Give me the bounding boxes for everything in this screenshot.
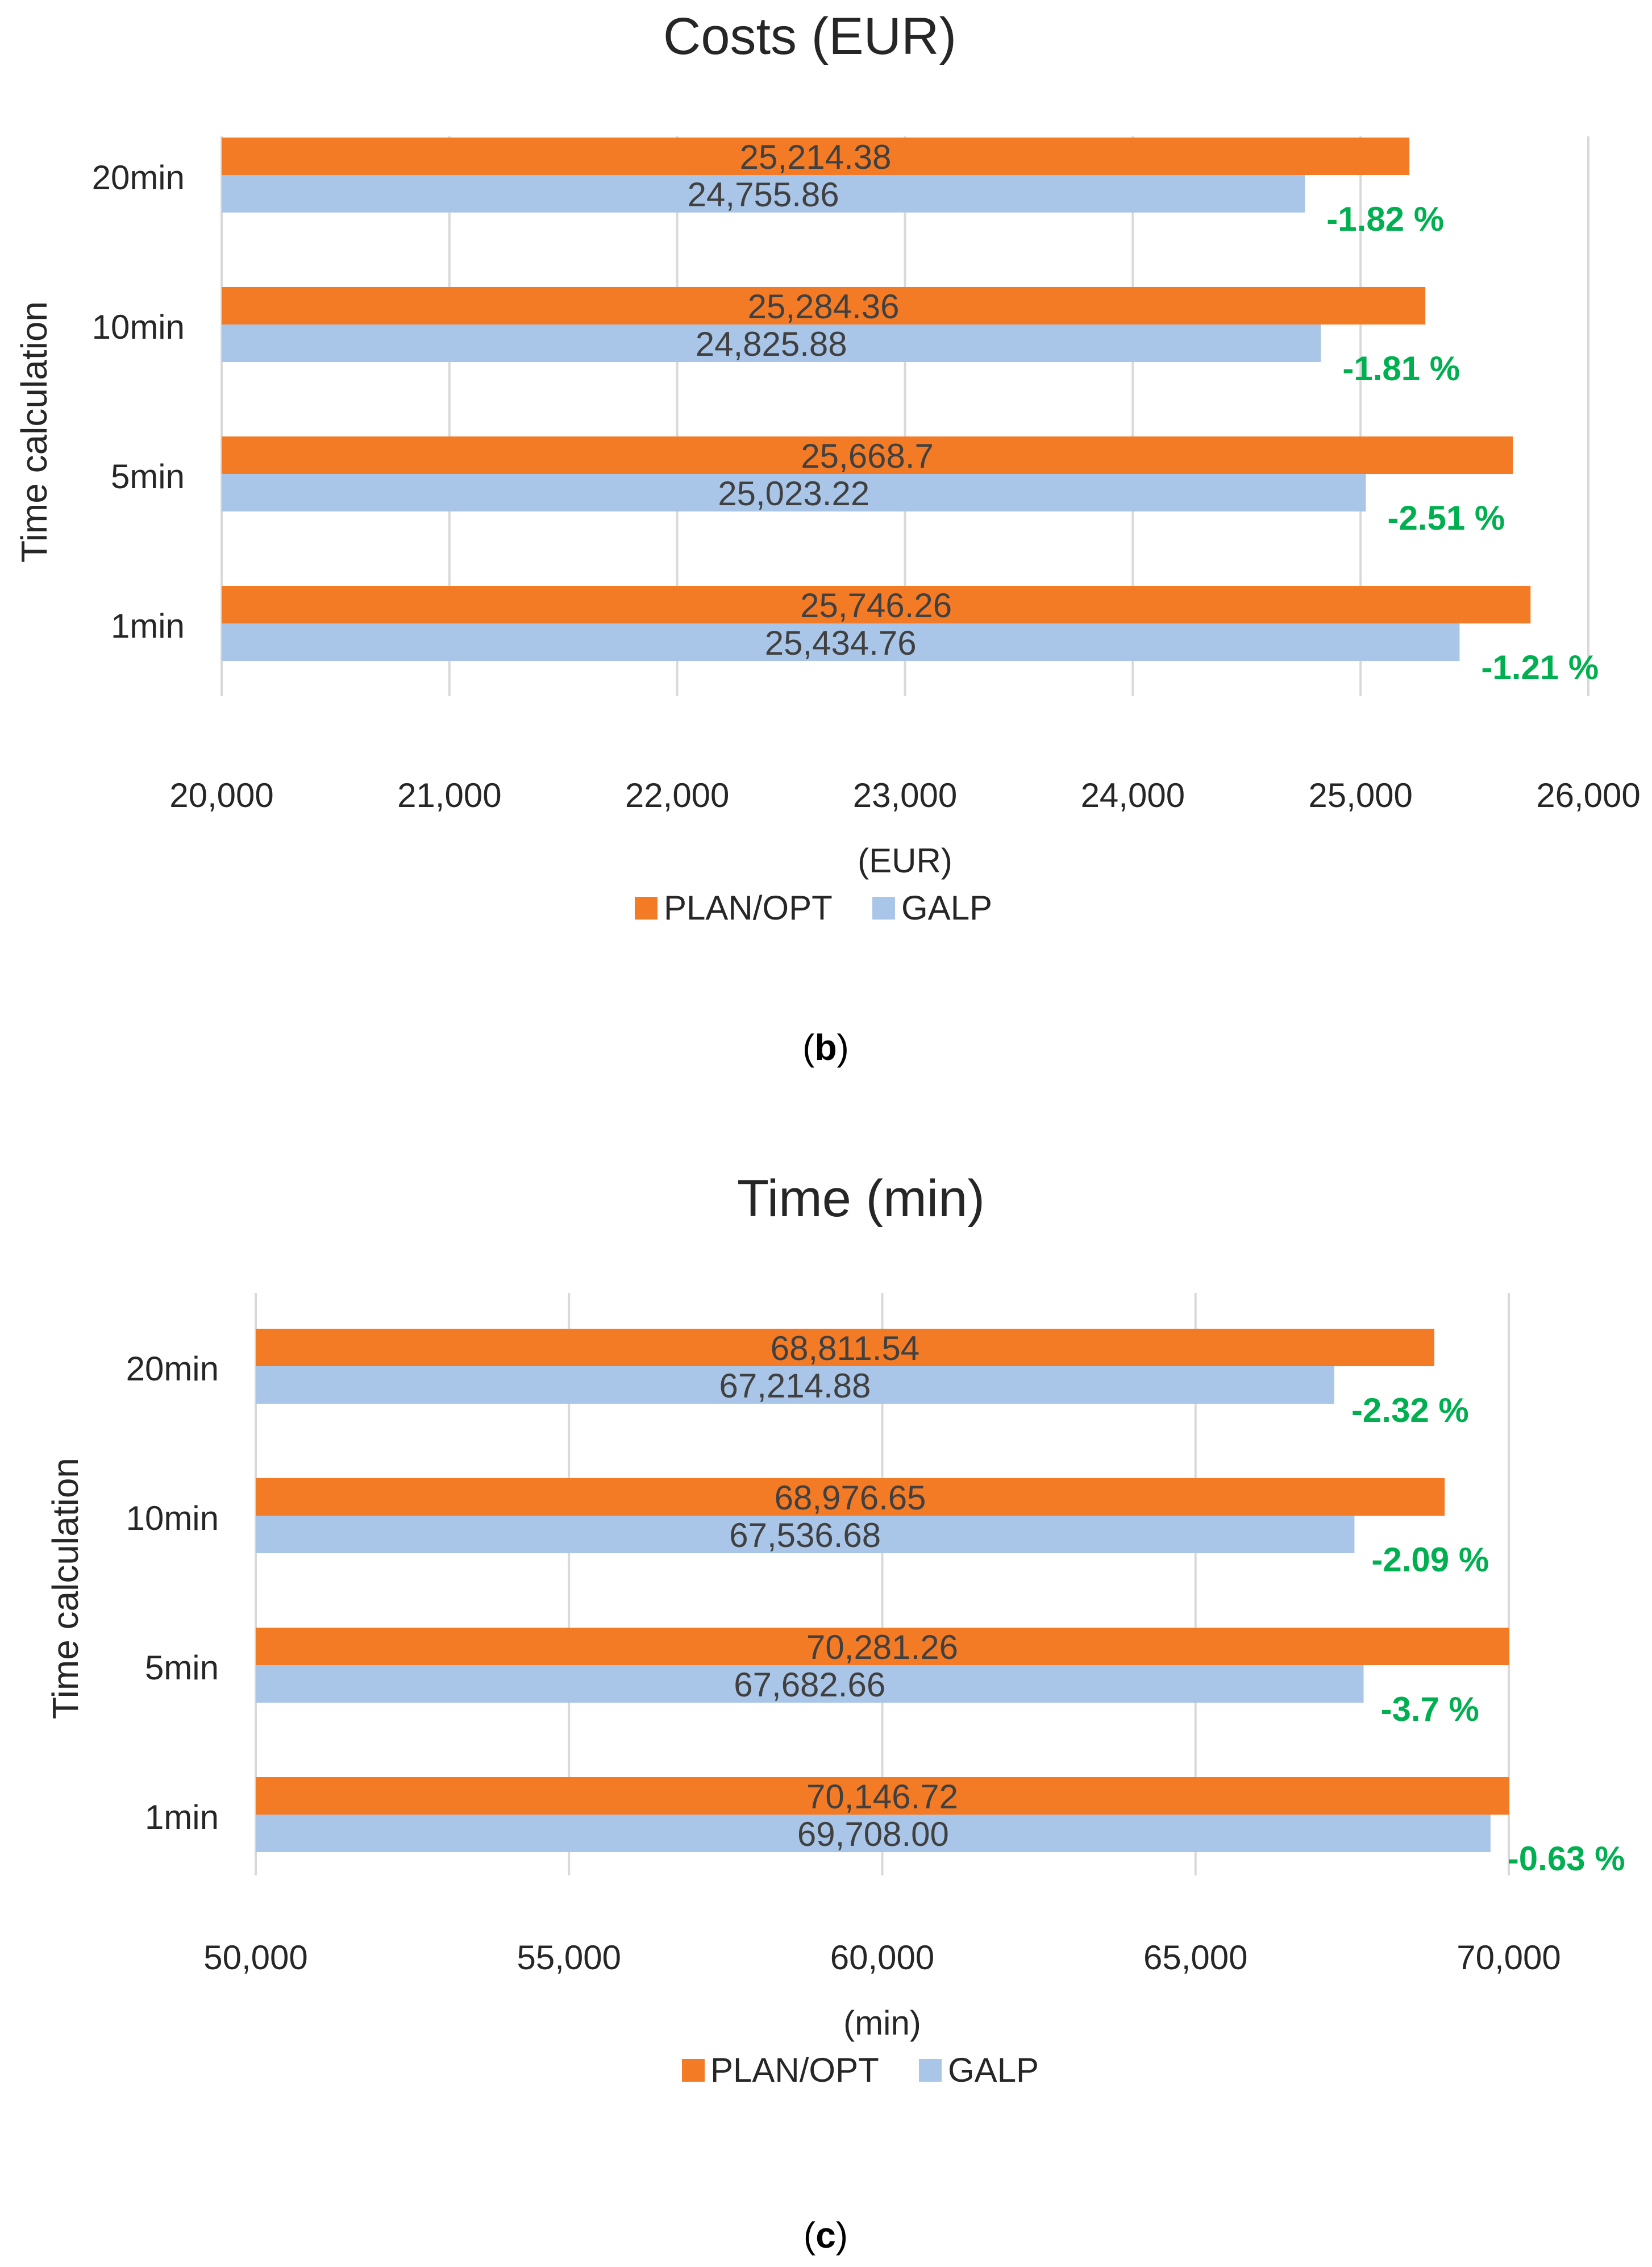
bar-plan-opt [256,1478,1445,1516]
difference-annotation: -1.82 % [1326,200,1444,238]
data-label-galp: 24,755.86 [688,176,839,214]
data-label-plan-opt: 68,976.65 [775,1479,926,1517]
chart-title: Time (min) [737,1170,985,1228]
x-tick-label: 21,000 [397,776,502,814]
bar-galp [256,1815,1491,1852]
difference-annotation: -2.32 % [1351,1391,1469,1429]
y-axis-label: Time calculation [45,1458,86,1719]
panel-label: (c) [804,2215,848,2256]
legend-label-plan-opt: PLAN/OPT [664,889,833,927]
difference-annotation: -1.81 % [1342,350,1460,388]
legend-label-plan-opt: PLAN/OPT [710,2051,879,2089]
y-category-label: 20min [92,159,185,197]
panel-time-chart: Time (min) 50,000 55,000 60,000 65,000 70,000… [45,1170,1625,2256]
x-axis-label: (EUR) [858,842,952,880]
data-label-plan-opt: 25,214.38 [740,138,892,176]
legend-label-galp: GALP [901,889,992,927]
y-category-label: 10min [92,308,185,346]
panel-label-open-paren: ( [804,2215,815,2256]
data-label-plan-opt: 25,284.36 [748,288,900,326]
difference-annotation: -2.51 % [1387,499,1505,537]
x-tick-label: 20,000 [169,776,274,814]
x-tick-label: 70,000 [1457,1939,1561,1977]
y-category-label: 1min [111,607,185,645]
legend-swatch-plan-opt [635,897,658,920]
y-category-label: 1min [145,1798,219,1836]
x-tick-label: 65,000 [1143,1939,1248,1977]
panel-label-close-paren: ) [837,1027,849,1068]
x-tick-label: 60,000 [830,1939,935,1977]
data-label-galp: 24,825.88 [696,325,847,363]
legend-swatch-plan-opt [682,2059,705,2082]
bar-plan-opt [222,287,1426,325]
data-label-galp: 67,536.68 [729,1516,881,1554]
x-tick-label: 23,000 [853,776,958,814]
x-tick-label: 26,000 [1536,776,1641,814]
x-tick-label: 25,000 [1308,776,1413,814]
bar-galp [222,474,1366,511]
y-category-label: 20min [126,1350,219,1388]
panel-label-close-paren: ) [836,2215,848,2256]
bar-galp [256,1516,1355,1553]
bar-plan-opt [256,1777,1509,1815]
bar-galp [256,1665,1364,1703]
data-label-galp: 67,214.88 [719,1367,871,1405]
panel-label-letter: c [815,2215,836,2256]
panel-label-letter: b [814,1027,837,1068]
data-label-plan-opt: 68,811.54 [771,1329,919,1367]
difference-annotation: -2.09 % [1371,1541,1489,1579]
x-tick-label: 22,000 [625,776,730,814]
panel-label: (b) [802,1027,849,1068]
bar-galp [222,623,1460,661]
data-label-galp: 25,023.22 [718,475,869,513]
legend-label-galp: GALP [948,2051,1039,2089]
bar-plan-opt [222,138,1410,175]
data-label-plan-opt: 70,146.72 [806,1778,958,1816]
x-tick-label: 55,000 [517,1939,621,1977]
data-label-plan-opt: 25,746.26 [800,586,952,625]
difference-annotation: -1.21 % [1481,648,1599,687]
difference-annotation: -3.7 % [1381,1690,1479,1728]
y-category-label: 5min [145,1649,219,1687]
bar-galp [222,325,1321,362]
x-axis-label: (min) [843,2004,921,2042]
data-label-galp: 25,434.76 [765,624,917,662]
legend-swatch-galp [872,897,895,920]
y-category-label: 10min [126,1499,219,1537]
bar-plan-opt [256,1329,1434,1366]
panel-label-open-paren: ( [802,1027,814,1068]
legend-swatch-galp [919,2059,942,2082]
data-label-plan-opt: 25,668.7 [801,437,934,475]
bar-galp [222,175,1305,213]
data-label-galp: 67,682.66 [734,1666,885,1704]
bar-galp [256,1366,1334,1404]
y-axis-label: Time calculation [14,301,55,563]
panel-costs-chart: Costs (EUR) 20,000 21,000 22,000 23,000 24,00… [14,7,1641,1068]
x-tick-label: 24,000 [1081,776,1185,814]
x-tick-label: 50,000 [203,1939,308,1977]
data-label-galp: 69,708.00 [797,1815,949,1853]
difference-annotation: -0.63 % [1508,1840,1625,1878]
bar-plan-opt [222,436,1513,474]
bar-plan-opt [256,1628,1509,1665]
data-label-plan-opt: 70,281.26 [806,1628,958,1666]
bar-plan-opt [222,586,1531,623]
y-category-label: 5min [111,457,185,496]
chart-title: Costs (EUR) [663,7,956,65]
